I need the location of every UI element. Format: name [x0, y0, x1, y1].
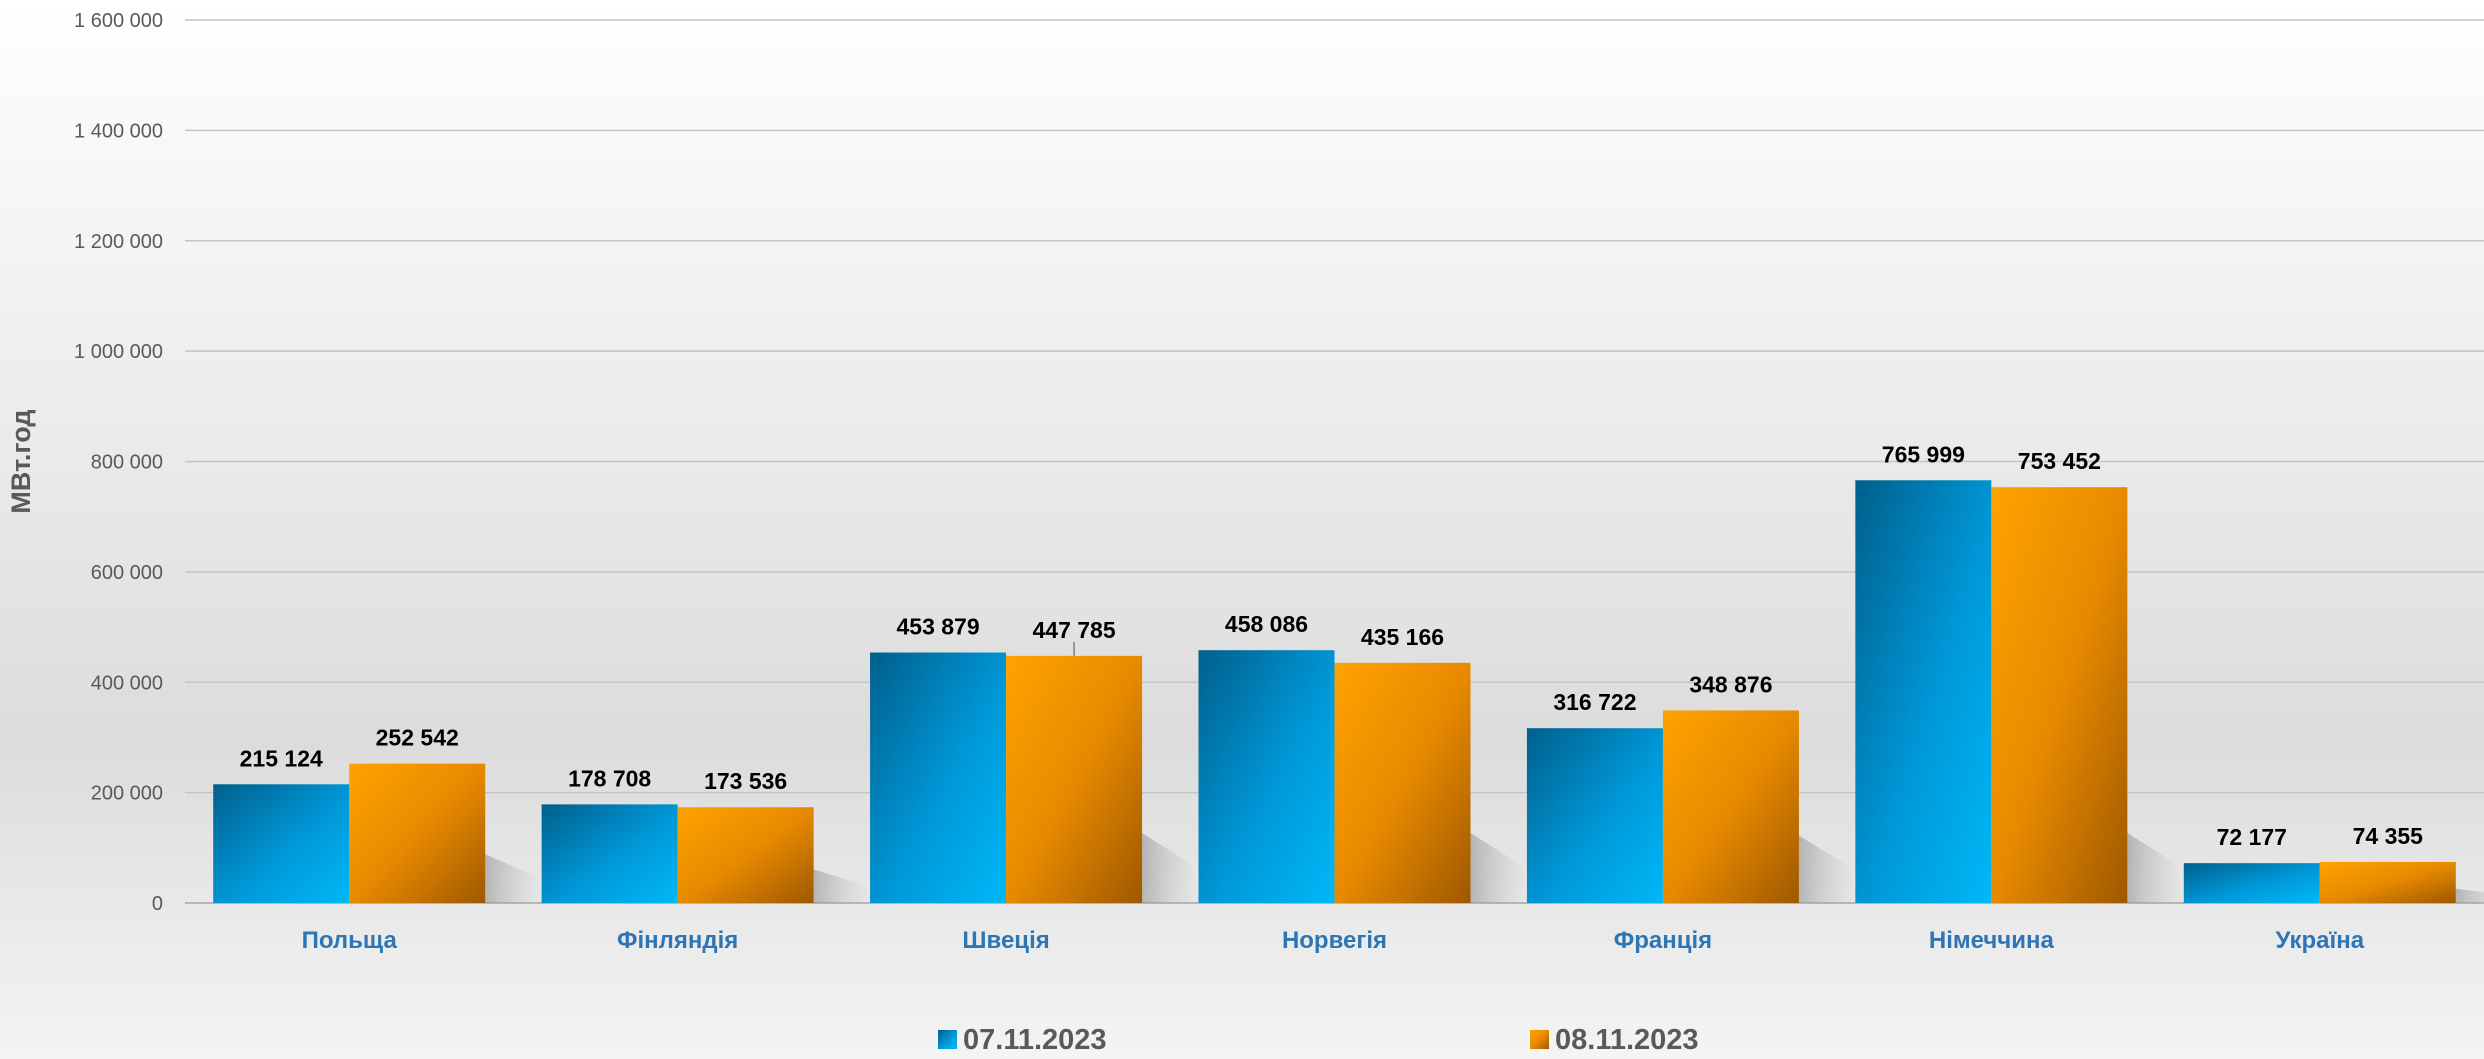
legend-label: 08.11.2023 — [1555, 1024, 1699, 1056]
bar-shadow — [2455, 888, 2484, 903]
y-tick-label: 200 000 — [91, 783, 163, 805]
legend-swatch — [938, 1030, 957, 1049]
x-tick-label: Фінляндія — [617, 927, 738, 954]
y-tick-label: 600 000 — [91, 562, 163, 584]
bar — [1662, 710, 1799, 903]
data-label: 453 879 — [897, 614, 980, 640]
bar — [1198, 650, 1335, 903]
x-tick-label: Норвегія — [1282, 927, 1387, 954]
bar-shadow — [485, 854, 546, 903]
data-label: 348 876 — [1689, 671, 1772, 697]
data-label: 252 542 — [376, 725, 459, 751]
y-tick-label: 1 600 000 — [74, 10, 163, 32]
y-tick-label: 800 000 — [91, 452, 163, 474]
data-label: 215 124 — [240, 745, 323, 771]
data-labels: 215 124 252 542 178 708 173 536 453 879 447 7… — [240, 441, 2424, 850]
bar — [1334, 662, 1471, 903]
y-tick-label: 0 — [152, 893, 163, 915]
data-label: 173 536 — [704, 768, 787, 794]
bar-shadow — [2127, 833, 2188, 903]
x-tick-label: Польща — [302, 927, 398, 954]
bar — [541, 804, 678, 903]
gridlines — [185, 19, 2484, 904]
bar — [677, 807, 814, 903]
bar-shadows — [485, 833, 2484, 903]
data-label: 74 355 — [2353, 823, 2424, 849]
bar — [1006, 655, 1143, 903]
bar-shadow — [1142, 833, 1203, 903]
x-tick-label: Франція — [1614, 927, 1712, 954]
data-label: 753 452 — [2018, 448, 2101, 474]
legend-swatch — [1530, 1030, 1549, 1049]
bar — [349, 763, 486, 903]
bar-shadow — [1470, 833, 1531, 903]
y-tick-label: 1 000 000 — [74, 341, 163, 363]
data-label: 72 177 — [2217, 824, 2287, 850]
bar — [2319, 861, 2456, 903]
y-tick-label: 400 000 — [91, 672, 163, 694]
bar — [870, 652, 1007, 903]
bar — [2183, 863, 2320, 903]
bar — [213, 784, 350, 903]
bar — [1855, 480, 1992, 903]
data-label: 765 999 — [1882, 441, 1965, 467]
data-label: 316 722 — [1553, 689, 1636, 715]
data-label: 178 708 — [568, 765, 651, 791]
bar-shadow — [1798, 835, 1859, 903]
bar — [1526, 728, 1663, 903]
x-tick-label: Швеція — [962, 927, 1049, 954]
y-tick-label: 1 200 000 — [74, 231, 163, 253]
legend: 07.11.2023 08.11.2023 — [938, 1024, 1699, 1056]
data-label: 435 166 — [1361, 624, 1444, 650]
bar-shadow — [813, 869, 874, 903]
data-label: 458 086 — [1225, 611, 1308, 637]
axes: 0 200 000 400 000 600 000 800 000 1 000 000 1 … — [74, 10, 2365, 954]
y-tick-label: 1 400 000 — [74, 120, 163, 142]
legend-label: 07.11.2023 — [963, 1024, 1107, 1056]
x-tick-label: Україна — [2275, 927, 2364, 954]
bars — [213, 480, 2456, 903]
data-label: 447 785 — [1033, 617, 1116, 643]
y-axis-title: МВт.год — [6, 409, 36, 513]
x-tick-label: Німеччина — [1929, 927, 2055, 954]
bar — [1991, 487, 2128, 903]
